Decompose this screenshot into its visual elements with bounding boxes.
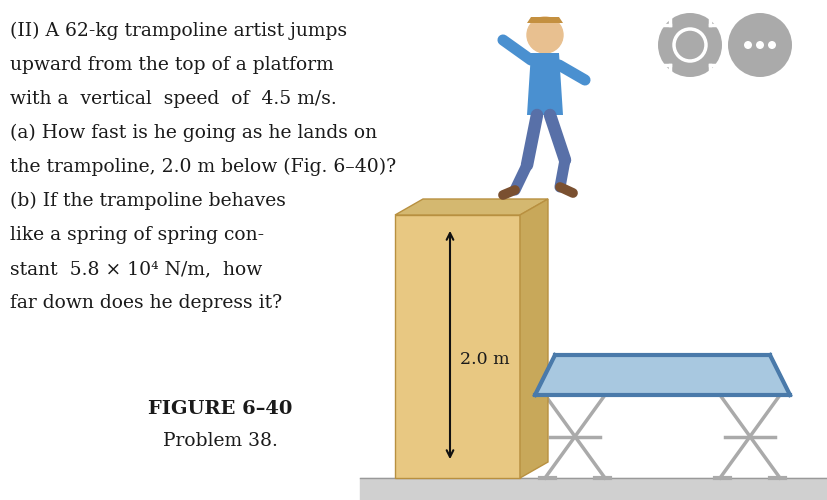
Polygon shape [394, 199, 547, 215]
Polygon shape [526, 17, 562, 23]
Circle shape [767, 41, 775, 49]
Circle shape [526, 17, 562, 53]
Text: the trampoline, 2.0 m below (Fig. 6–40)?: the trampoline, 2.0 m below (Fig. 6–40)? [10, 158, 395, 176]
Polygon shape [534, 355, 789, 395]
Text: with a  vertical  speed  of  4.5 m/s.: with a vertical speed of 4.5 m/s. [10, 90, 337, 108]
Circle shape [727, 13, 791, 77]
Text: far down does he depress it?: far down does he depress it? [10, 294, 282, 312]
Text: upward from the top of a platform: upward from the top of a platform [10, 56, 333, 74]
Text: FIGURE 6–40: FIGURE 6–40 [148, 400, 292, 418]
Text: 2.0 m: 2.0 m [460, 352, 509, 368]
Polygon shape [526, 53, 562, 115]
Polygon shape [519, 199, 547, 478]
Text: (b) If the trampoline behaves: (b) If the trampoline behaves [10, 192, 285, 210]
Text: (a) How fast is he going as he lands on: (a) How fast is he going as he lands on [10, 124, 376, 142]
Text: Problem 38.: Problem 38. [162, 432, 277, 450]
Text: (II) A 62-kg trampoline artist jumps: (II) A 62-kg trampoline artist jumps [10, 22, 347, 40]
Circle shape [657, 13, 721, 77]
Text: like a spring of spring con-: like a spring of spring con- [10, 226, 264, 244]
Circle shape [743, 41, 751, 49]
Polygon shape [394, 215, 519, 478]
Text: stant  5.8 × 10⁴ N/m,  how: stant 5.8 × 10⁴ N/m, how [10, 260, 262, 278]
Circle shape [755, 41, 763, 49]
